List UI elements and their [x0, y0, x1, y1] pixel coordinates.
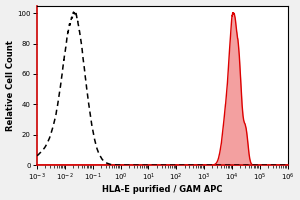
- X-axis label: HLA-E purified / GAM APC: HLA-E purified / GAM APC: [102, 185, 223, 194]
- Y-axis label: Relative Cell Count: Relative Cell Count: [6, 40, 15, 131]
